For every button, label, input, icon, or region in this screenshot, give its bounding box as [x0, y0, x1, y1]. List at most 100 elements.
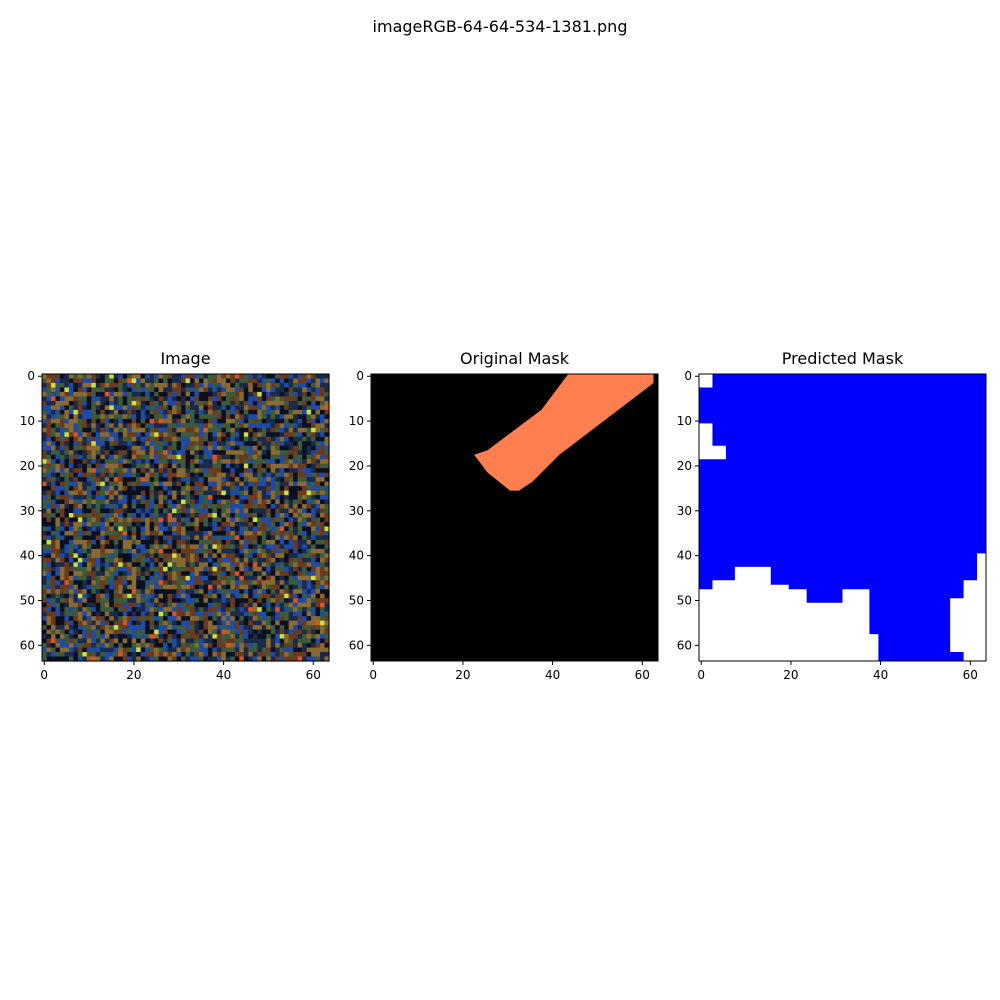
- pixel: [243, 405, 249, 411]
- pixel: [91, 598, 97, 604]
- pixel: [189, 571, 196, 577]
- pixel: [113, 571, 119, 577]
- pixel: [113, 463, 119, 469]
- pixel: [257, 584, 263, 590]
- pixel: [230, 602, 236, 608]
- pixel: [261, 647, 267, 653]
- pixel: [198, 566, 205, 572]
- pixel: [136, 647, 142, 653]
- pixel: [243, 409, 249, 415]
- pixel: [42, 611, 48, 617]
- pixel: [122, 374, 128, 380]
- pixel: [145, 400, 151, 406]
- pixel: [59, 486, 66, 492]
- pixel: [257, 432, 263, 438]
- pixel: [203, 602, 209, 608]
- pixel: [284, 526, 290, 532]
- pixel: [207, 634, 214, 640]
- pixel: [284, 553, 290, 559]
- pixel: [203, 625, 209, 631]
- pixel: [154, 517, 160, 523]
- pixel: [131, 490, 137, 496]
- pixel: [239, 607, 245, 613]
- pixel: [320, 495, 326, 501]
- pixel: [104, 391, 110, 398]
- pixel: [261, 472, 267, 478]
- pixel: [279, 638, 285, 644]
- pixel: [279, 589, 285, 595]
- pixel: [270, 472, 276, 478]
- pixel: [176, 504, 182, 510]
- pixel: [82, 643, 88, 649]
- pixel: [158, 477, 164, 483]
- pixel: [127, 468, 133, 474]
- pixel: [86, 548, 92, 554]
- pixel: [154, 593, 160, 599]
- pixel: [176, 647, 182, 653]
- pixel: [297, 374, 303, 380]
- pixel: [42, 481, 48, 487]
- pixel: [181, 652, 187, 658]
- pixel: [207, 481, 214, 487]
- pixel: [167, 611, 173, 617]
- pixel: [243, 656, 249, 662]
- pixel: [50, 535, 57, 541]
- pixel: [77, 396, 83, 402]
- pixel: [306, 584, 312, 590]
- pixel: [243, 490, 249, 496]
- pixel: [64, 387, 70, 393]
- pixel: [239, 611, 245, 617]
- pixel: [230, 400, 236, 406]
- pixel: [311, 557, 317, 563]
- pixel: [297, 638, 303, 644]
- pixel: [302, 450, 308, 456]
- pixel: [320, 647, 326, 653]
- pixel: [212, 400, 218, 406]
- pixel: [207, 629, 214, 635]
- pixel: [154, 387, 160, 393]
- pixel: [266, 445, 272, 451]
- pixel: [181, 382, 187, 389]
- pixel: [288, 508, 294, 514]
- pixel: [194, 647, 200, 653]
- pixel: [212, 593, 218, 599]
- pixel: [50, 454, 57, 460]
- pixel: [91, 495, 97, 501]
- pixel: [127, 405, 133, 411]
- pixel: [181, 616, 187, 622]
- pixel: [136, 396, 142, 402]
- pixel: [50, 620, 57, 626]
- pixel: [64, 378, 70, 384]
- pixel: [221, 481, 227, 487]
- pixel: [261, 513, 267, 519]
- pixel: [127, 616, 133, 622]
- pixel: [221, 521, 227, 528]
- pixel: [172, 517, 178, 523]
- pixel: [207, 611, 214, 617]
- pixel: [279, 580, 285, 586]
- pixel: [194, 445, 200, 451]
- pixel: [243, 598, 249, 604]
- pixel: [68, 427, 74, 433]
- pixel: [185, 378, 191, 384]
- pixel: [221, 418, 227, 424]
- pixel: [315, 571, 321, 577]
- pixel: [109, 584, 115, 590]
- pixel: [275, 513, 281, 519]
- pixel: [91, 432, 97, 438]
- pixel: [288, 593, 294, 599]
- pixel: [59, 391, 66, 398]
- pixel: [270, 396, 276, 402]
- pixel: [288, 427, 294, 433]
- pixel: [127, 499, 133, 505]
- pixel: [203, 459, 209, 465]
- pixel: [91, 593, 97, 599]
- pixel: [216, 611, 222, 617]
- pixel: [149, 387, 155, 393]
- pixel: [194, 391, 200, 398]
- pixel: [189, 513, 196, 519]
- pixel: [109, 539, 115, 546]
- pixel: [243, 535, 249, 541]
- pixel: [136, 499, 142, 505]
- pixel: [225, 418, 231, 424]
